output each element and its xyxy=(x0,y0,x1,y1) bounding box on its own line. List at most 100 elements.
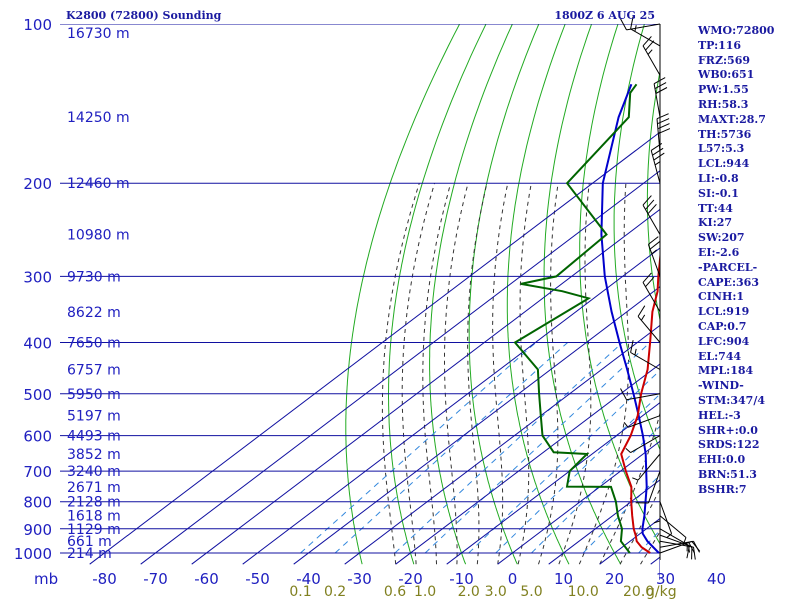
index-line: -WIND- xyxy=(698,379,744,393)
isotherm--70 xyxy=(140,170,660,565)
wind-barb xyxy=(620,388,661,401)
pressure-label: 500 xyxy=(23,386,52,404)
parcel-trace xyxy=(600,83,660,554)
moist-adiabat-12 xyxy=(558,183,592,565)
moist-adiabat--4 xyxy=(467,183,488,565)
temperature-label: -10 xyxy=(449,570,474,588)
height-label: 661 m xyxy=(67,534,112,550)
wind-barb xyxy=(642,272,661,313)
mixing-ratio-label: 5.0 xyxy=(520,584,542,600)
height-label: 2128 m xyxy=(67,495,121,511)
pressure-label: 600 xyxy=(23,428,52,446)
wind-barb xyxy=(653,486,661,524)
wind-barb xyxy=(650,142,665,184)
height-label: 2671 m xyxy=(67,480,121,496)
wind-barb xyxy=(647,236,661,277)
height-label: 3852 m xyxy=(67,447,121,463)
mixing-ratio-label: 0.6 xyxy=(384,584,406,600)
temperature-label: 30 xyxy=(656,570,675,588)
moist-adiabat-16 xyxy=(578,183,629,565)
moist-adiabat--8 xyxy=(444,183,469,565)
pressure-label: 800 xyxy=(23,494,52,512)
index-line: RH:58.3 xyxy=(698,97,749,111)
index-line: CINH:1 xyxy=(698,290,745,304)
mixing-ratio-label: 1.0 xyxy=(414,584,436,600)
height-label: 12460 m xyxy=(67,176,130,192)
mixing-ratio-label: 2.0 xyxy=(458,584,480,600)
isotherm-0 xyxy=(497,440,660,565)
pressure-label: 100 xyxy=(23,16,52,34)
index-line: SW:207 xyxy=(698,231,745,245)
wind-barb xyxy=(635,470,661,504)
height-label: 14250 m xyxy=(67,110,130,126)
temperature-label: -60 xyxy=(194,570,219,588)
index-line: SRDS:122 xyxy=(698,438,760,452)
temperature-label: 40 xyxy=(707,570,726,588)
pressure-label: 400 xyxy=(23,335,52,353)
mixing-ratio-label: 10.0 xyxy=(568,584,599,600)
index-line: SI:-0.1 xyxy=(698,186,739,200)
dry-adiabat--30 xyxy=(345,24,461,565)
axis-labels: 0.1 0.2 0.6 1.0 2.0 3.0 5.0 10.0 20.010020030040… xyxy=(14,16,726,600)
height-label: 214 m xyxy=(67,546,112,562)
moist-adiabat--12 xyxy=(422,183,452,565)
isotherm--20 xyxy=(395,363,660,565)
height-label: 1618 m xyxy=(67,509,121,525)
stability-indices: WMO:72800 TP:116 FRZ:569 WB0:651 PW:1.55 RH:5… xyxy=(698,24,798,498)
index-line: LCL:944 xyxy=(698,157,750,171)
wind-barbs xyxy=(620,16,701,560)
index-line: MAXT:28.7 xyxy=(698,112,766,126)
profiles xyxy=(513,83,660,554)
index-line: PW:1.55 xyxy=(698,83,749,97)
temperature-label: -50 xyxy=(245,570,270,588)
height-label: 5950 m xyxy=(67,387,121,403)
wind-barb xyxy=(659,501,673,538)
temperature-label: 20 xyxy=(605,570,624,588)
height-label: 5197 m xyxy=(67,409,121,425)
index-line: WMO:72800 xyxy=(698,24,775,37)
dry-adiabat--20 xyxy=(388,24,487,565)
index-line: CAPE:363 xyxy=(698,275,759,289)
mixing-ratio-label: 0.1 xyxy=(289,584,311,600)
temperature-trace xyxy=(620,250,660,554)
isotherm--60 xyxy=(191,208,660,565)
pressure-unit-label: mb xyxy=(34,570,58,588)
valid-time: 1800Z 6 AUG 25 xyxy=(554,9,655,22)
wind-barb xyxy=(632,453,661,481)
wind-barb xyxy=(659,528,690,559)
temperature-label: -20 xyxy=(398,570,423,588)
moist-adiabats xyxy=(381,183,660,565)
height-label: 16730 m xyxy=(67,26,130,42)
wind-barb xyxy=(642,195,661,235)
index-line: WB0:651 xyxy=(698,68,755,82)
dry-adiabat-20 xyxy=(543,24,622,565)
index-line: EHI:0.0 xyxy=(698,453,746,467)
index-line: STM:347/4 xyxy=(698,393,765,407)
index-line: CAP:0.7 xyxy=(698,319,747,333)
index-line: TT:44 xyxy=(698,201,733,215)
pressure-label: 900 xyxy=(23,521,52,539)
isotherm--80 xyxy=(89,131,660,565)
temperature-label: -70 xyxy=(143,570,168,588)
height-label: 9730 m xyxy=(67,269,121,285)
pressure-label: 700 xyxy=(23,463,52,481)
pressure-label: 1000 xyxy=(14,545,52,563)
station-title: K2800 (72800) Sounding xyxy=(66,9,222,22)
height-label: 8622 m xyxy=(67,305,121,321)
moist-adiabat-20 xyxy=(599,410,660,565)
moist-adiabat-0 xyxy=(492,183,509,565)
index-line: LCL:919 xyxy=(698,305,750,319)
wind-barb xyxy=(659,515,687,544)
index-line: -PARCEL- xyxy=(698,260,758,274)
temperature-label: 0 xyxy=(508,570,518,588)
dry-adiabat-50 xyxy=(646,68,660,322)
wind-barb xyxy=(653,77,668,118)
index-line: BSHR:7 xyxy=(698,482,747,496)
index-line: TP:116 xyxy=(698,38,742,52)
height-label: 6757 m xyxy=(67,363,121,379)
height-label: 10980 m xyxy=(67,228,130,244)
temperature-label: -30 xyxy=(347,570,372,588)
mixing-ratio-label: 20.0 xyxy=(623,584,654,600)
index-line: SHR+:0.0 xyxy=(698,423,758,437)
temperature-label: -40 xyxy=(296,570,321,588)
